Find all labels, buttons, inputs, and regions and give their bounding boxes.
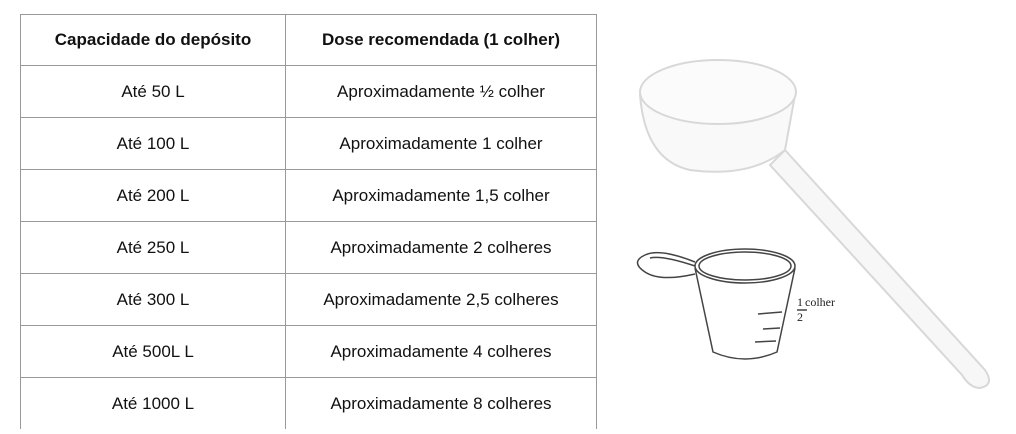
header-row: Capacidade do depósito Dose recomendada … [21,15,597,66]
header-cell: Capacidade do depósito [21,15,286,66]
capacity-cell: Até 300 L [21,274,286,326]
capacity-cell: Até 200 L [21,170,286,222]
large-scoop [640,60,989,388]
fraction-numerator: 1 [797,295,803,309]
capacity-cell: Até 500L L [21,326,286,378]
dose-cell: Aproximadamente ½ colher [286,66,597,118]
scoop-illustration: 1 colher 2 [600,0,1016,434]
small-cup [638,249,808,359]
dose-cell: Aproximadamente 2,5 colheres [286,274,597,326]
dose-cell: Aproximadamente 1 colher [286,118,597,170]
dose-cell: Aproximadamente 2 colheres [286,222,597,274]
capacity-cell: Até 100 L [21,118,286,170]
page: {"table": {"header": ["Capacidade do dep… [0,0,1016,434]
fraction-denominator: 2 [797,310,803,324]
capacity-cell: Até 1000 L [21,378,286,430]
capacity-cell: Até 50 L [21,66,286,118]
fraction-text: colher [805,295,835,309]
header-cell: Dose recomendada (1 colher) [286,15,597,66]
dose-cell: Aproximadamente 1,5 colher [286,170,597,222]
page-body: Capacidade do depósito Dose recomendada … [0,0,1016,434]
dose-cell: Aproximadamente 4 colheres [286,326,597,378]
dose-table: Capacidade do depósito Dose recomendada … [20,14,597,429]
dose-cell: Aproximadamente 8 colheres [286,378,597,430]
capacity-cell: Até 250 L [21,222,286,274]
